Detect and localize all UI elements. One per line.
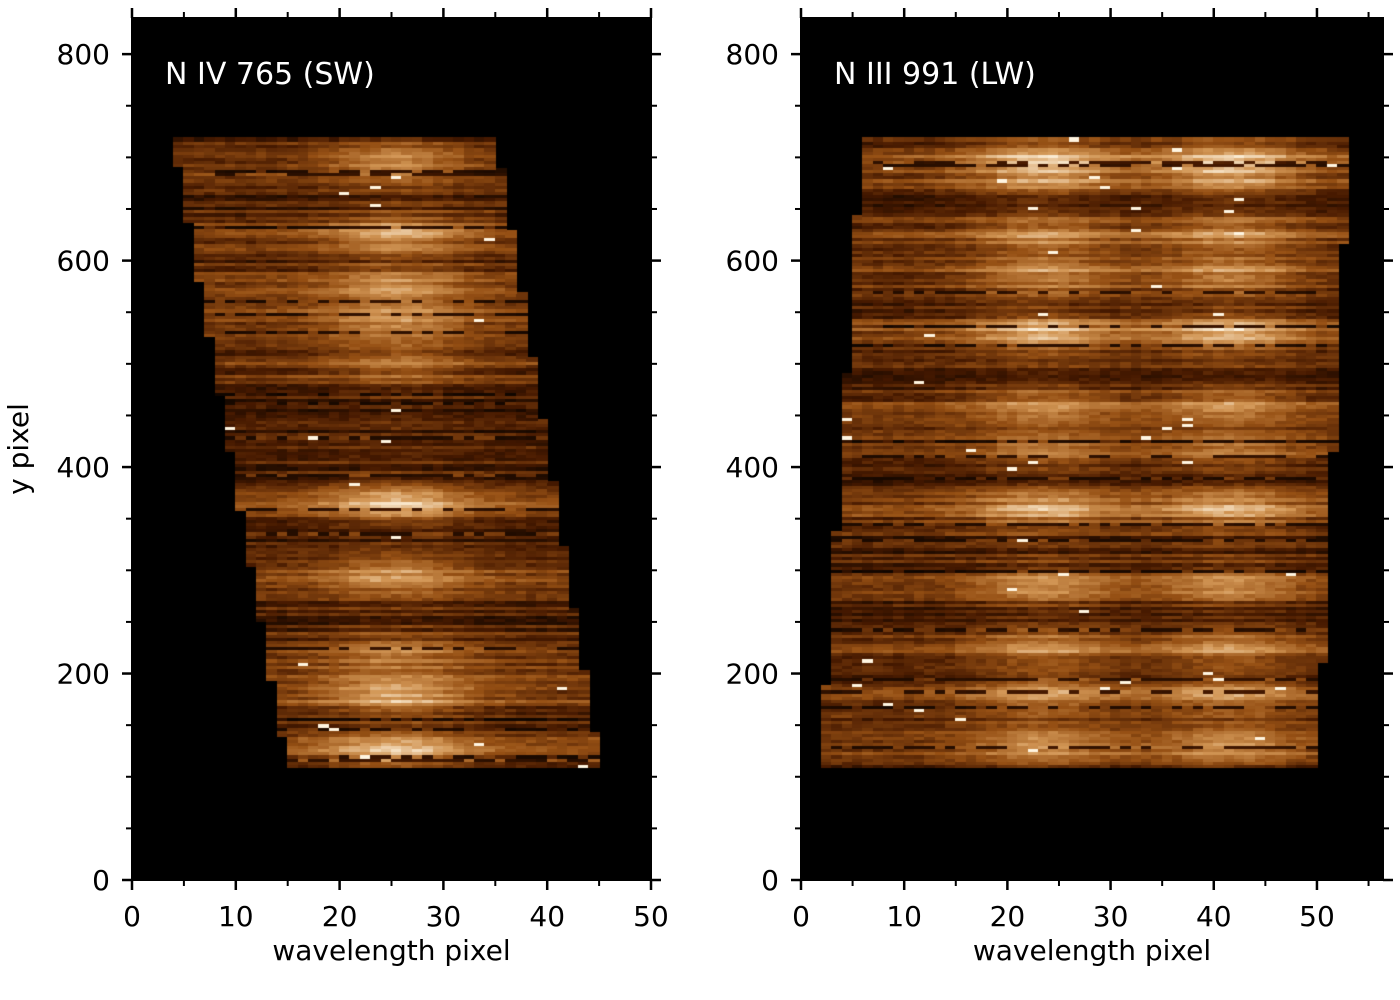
y-tick-label: 400	[57, 451, 110, 484]
y-tick-label: 0	[92, 864, 110, 897]
y-tick-label: 200	[726, 658, 779, 691]
x-tick-label: 40	[1196, 900, 1232, 933]
x-tick-label: 20	[322, 900, 358, 933]
y-tick-label: 600	[57, 245, 110, 278]
y-axis-label: y pixel	[2, 403, 35, 495]
x-tick-label: 40	[529, 900, 565, 933]
y-tick-label: 800	[726, 38, 779, 71]
x-tick-label: 30	[426, 900, 462, 933]
y-tick-label: 800	[57, 38, 110, 71]
x-tick-label: 10	[218, 900, 254, 933]
x-tick-label: 0	[123, 900, 141, 933]
x-tick-label: 30	[1093, 900, 1129, 933]
panel-title: N III 991 (LW)	[834, 57, 1036, 92]
y-tick-label: 400	[726, 451, 779, 484]
y-tick-label: 600	[726, 245, 779, 278]
x-tick-label: 10	[886, 900, 922, 933]
x-tick-label: 20	[990, 900, 1026, 933]
x-axis-label: wavelength pixel	[973, 934, 1211, 967]
x-tick-label: 50	[633, 900, 669, 933]
heatmap-image-right	[801, 18, 1383, 880]
panel-title: N IV 765 (SW)	[165, 57, 375, 92]
y-tick-label: 200	[57, 658, 110, 691]
x-tick-label: 0	[792, 900, 810, 933]
y-tick-label: 0	[761, 864, 779, 897]
heatmap-image-left	[132, 18, 651, 880]
x-axis-label: wavelength pixel	[272, 934, 510, 967]
x-tick-label: 50	[1299, 900, 1335, 933]
